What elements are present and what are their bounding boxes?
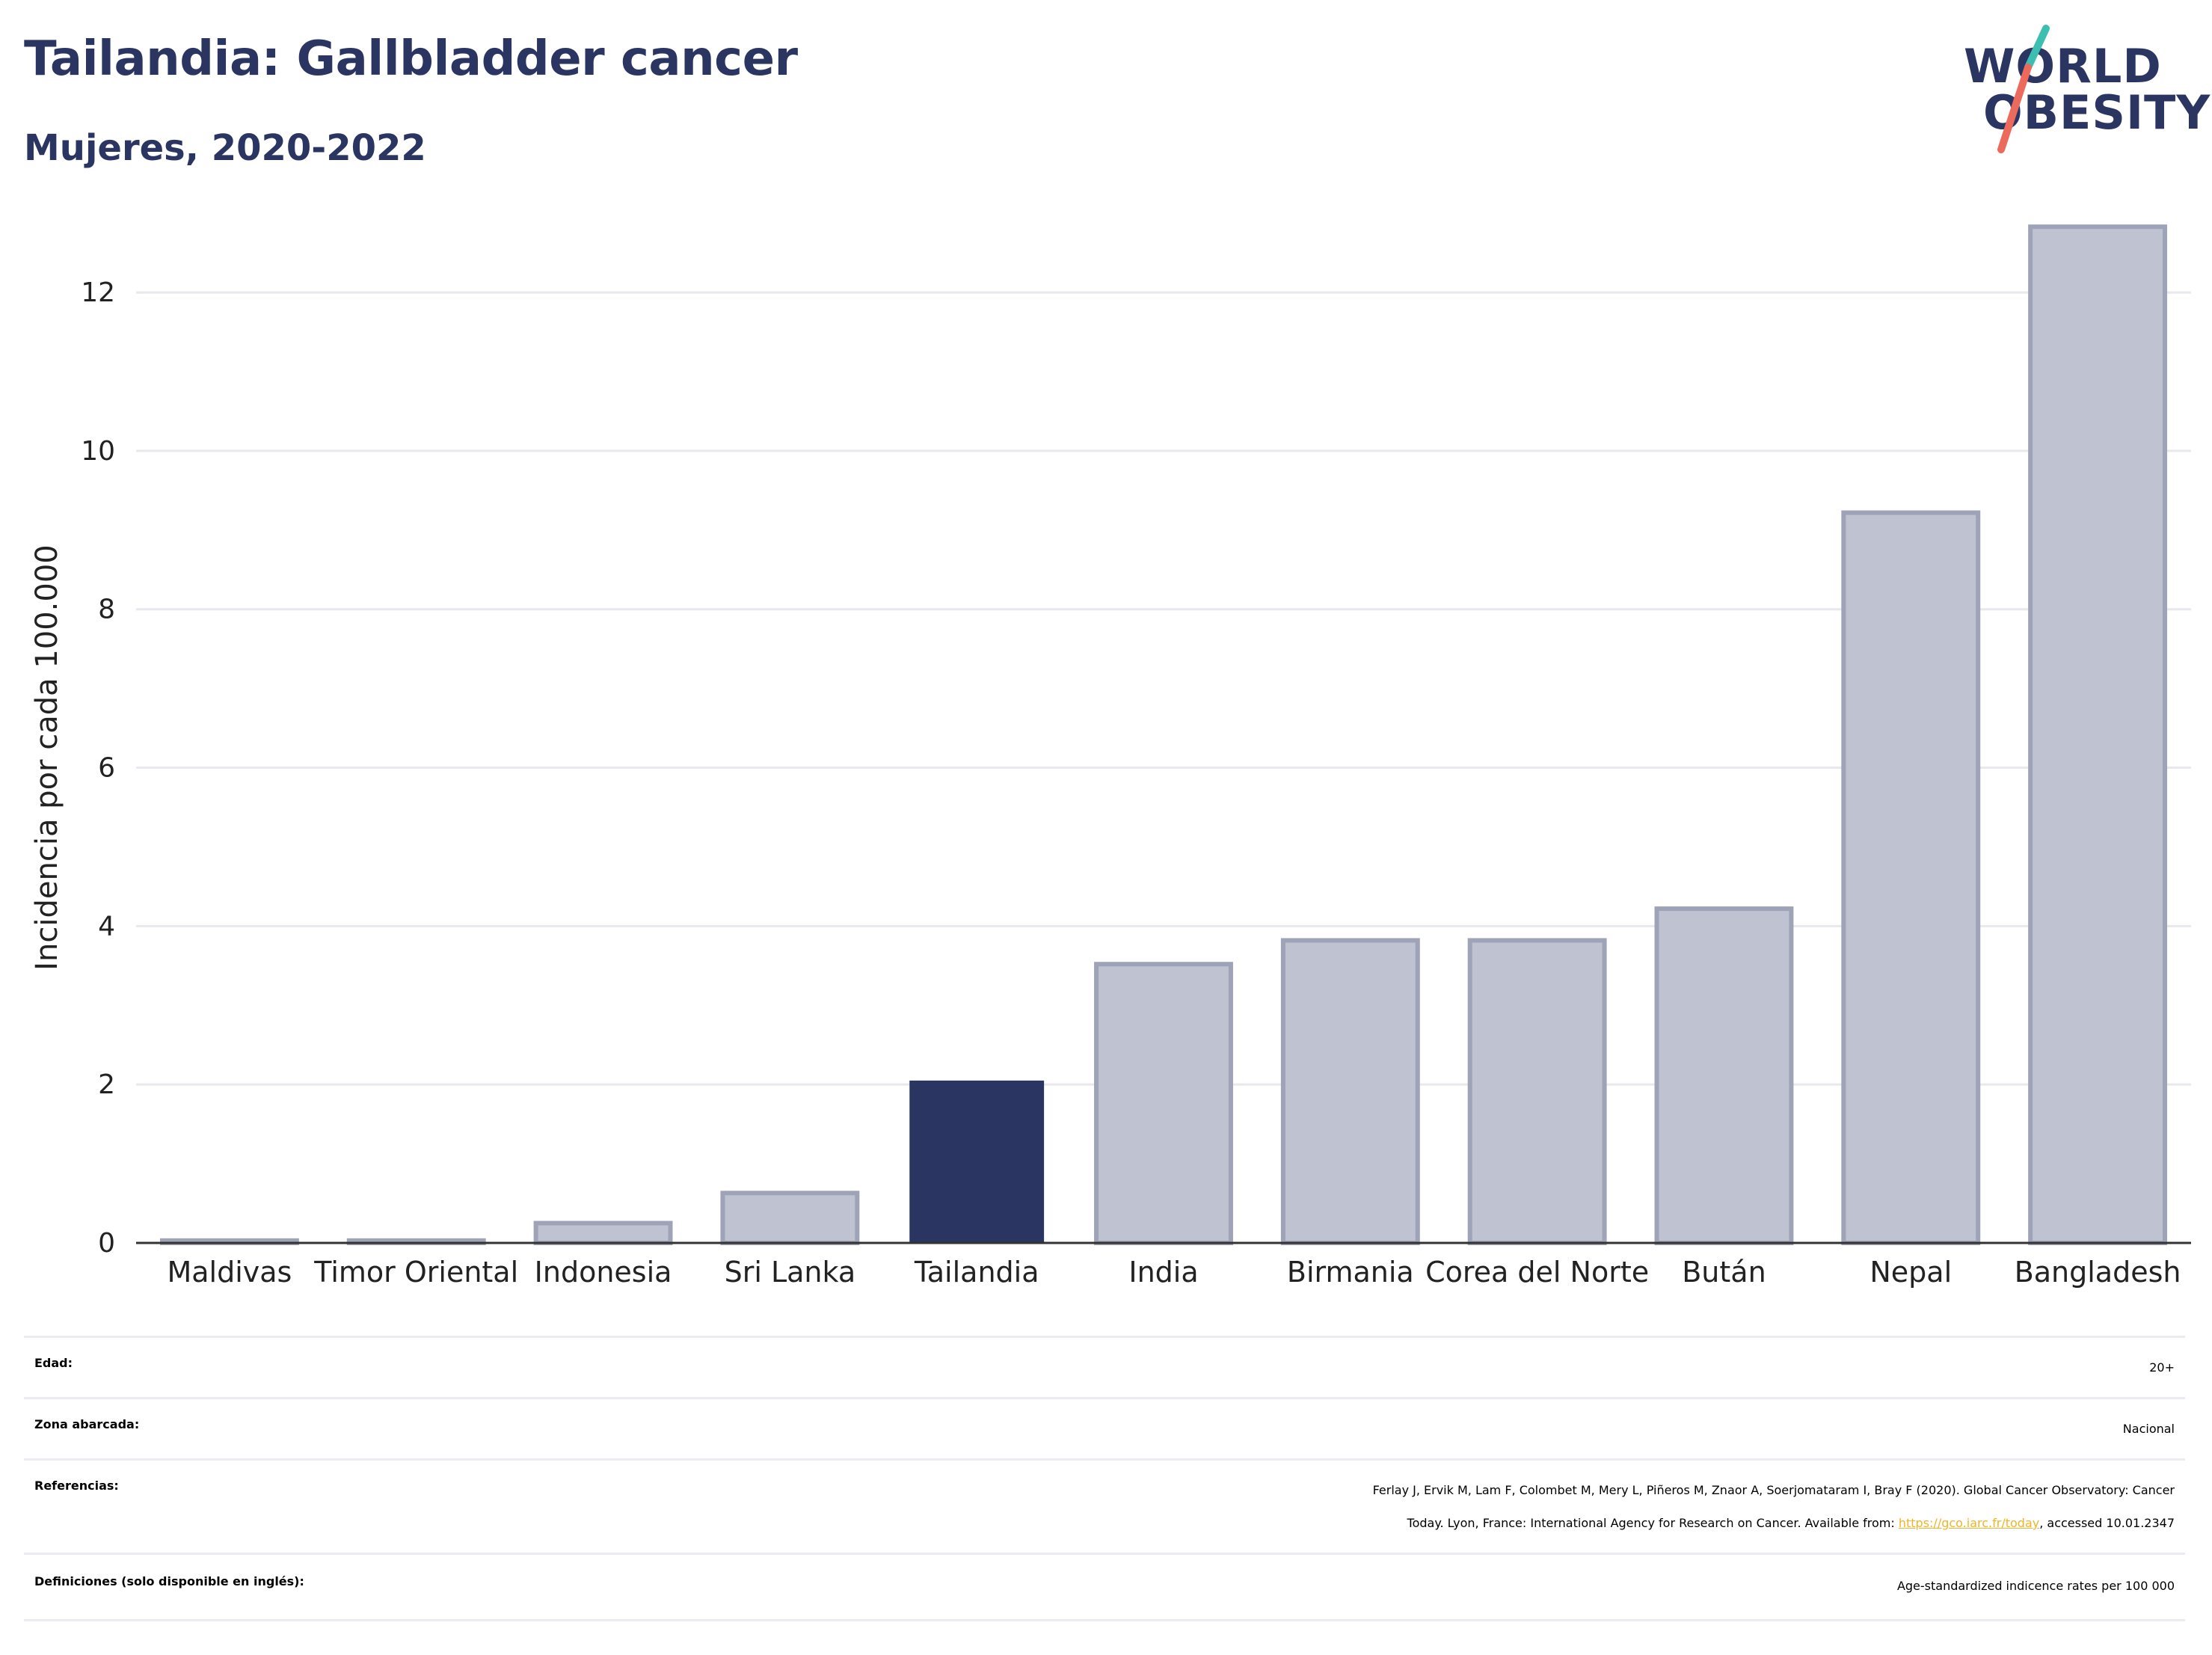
y-tick-label: 10 <box>81 436 115 467</box>
bar-chart: 0 2 4 6 8 10 12 Incidencia por cada 100.000 Mald… <box>30 224 2191 1289</box>
x-tick-label: Maldivas <box>167 1256 292 1289</box>
x-tick-label: Birmania <box>1287 1256 1414 1289</box>
chart-title: Tailandia: Gallbladder cancer <box>24 31 798 87</box>
meta-row-zona: Zona abarcada: Nacional <box>24 1397 2185 1461</box>
meta-value-definiciones: Age-standardized indicence rates per 100… <box>1896 1579 2175 1593</box>
meta-label-edad: Edad: <box>34 1356 73 1370</box>
y-axis-label: Incidencia por cada 100.000 <box>30 544 64 971</box>
x-tick-label: Sri Lanka <box>725 1256 856 1289</box>
y-tick-label: 12 <box>81 277 115 308</box>
x-tick-label: Timor Oriental <box>313 1256 518 1289</box>
meta-row-edad: Edad: 20+ <box>24 1336 2185 1399</box>
y-tick-label: 6 <box>98 753 115 784</box>
meta-label-definiciones: Definiciones (solo disponible en inglés)… <box>34 1574 304 1588</box>
bar-birmania <box>1280 938 1420 1245</box>
y-tick-label: 4 <box>98 911 115 942</box>
reference-text: Today. Lyon, France: International Agenc… <box>1407 1516 1899 1530</box>
reference-accessed: , accessed 10.01.2347 <box>2039 1516 2175 1530</box>
logo-slash-icon <box>1997 25 2050 153</box>
bar-india <box>1094 962 1233 1245</box>
y-tick-label: 8 <box>98 595 115 625</box>
meta-row-definiciones: Definiciones (solo disponible en inglés)… <box>24 1553 2185 1621</box>
meta-label-referencias: Referencias: <box>34 1479 119 1493</box>
meta-value-edad: 20+ <box>2149 1360 2175 1375</box>
bar-tailandia <box>909 1080 1045 1243</box>
world-obesity-logo: WORLD OBESITY <box>1944 22 2210 157</box>
x-tick-label: Nepal <box>1870 1256 1952 1289</box>
logo-text-world: WORLD <box>1964 39 2162 93</box>
reference-line-1: Ferlay J, Ervik M, Lam F, Colombet M, Me… <box>1372 1483 2175 1497</box>
chart-subtitle: Mujeres, 2020-2022 <box>24 127 426 169</box>
meta-value-referencias: Ferlay J, Ervik M, Lam F, Colombet M, Me… <box>1373 1474 2175 1540</box>
meta-row-referencias: Referencias: Ferlay J, Ervik M, Lam F, C… <box>24 1458 2185 1555</box>
x-tick-label: Tailandia <box>914 1256 1039 1289</box>
x-tick-label: India <box>1128 1256 1198 1289</box>
meta-label-zona: Zona abarcada: <box>34 1417 140 1431</box>
bar-indonesia <box>533 1220 673 1245</box>
x-tick-label: Corea del Norte <box>1425 1256 1649 1289</box>
bar-nepal <box>1841 510 1981 1245</box>
x-tick-label: Bangladesh <box>2015 1256 2181 1289</box>
reference-link[interactable]: https://gco.iarc.fr/today <box>1898 1516 2040 1530</box>
reference-line-2: Today. Lyon, France: International Agenc… <box>1373 1507 2175 1540</box>
bar-corea-del-norte <box>1467 938 1607 1245</box>
x-tick-label: Bután <box>1682 1256 1766 1289</box>
bar-bangladesh <box>2028 224 2168 1245</box>
y-tick-label: 2 <box>98 1069 115 1100</box>
bar-bután <box>1654 906 1794 1245</box>
bar-sri-lanka <box>720 1191 860 1245</box>
y-tick-label: 0 <box>98 1228 115 1259</box>
x-tick-label: Indonesia <box>535 1256 672 1289</box>
meta-value-zona: Nacional <box>2122 1422 2175 1436</box>
